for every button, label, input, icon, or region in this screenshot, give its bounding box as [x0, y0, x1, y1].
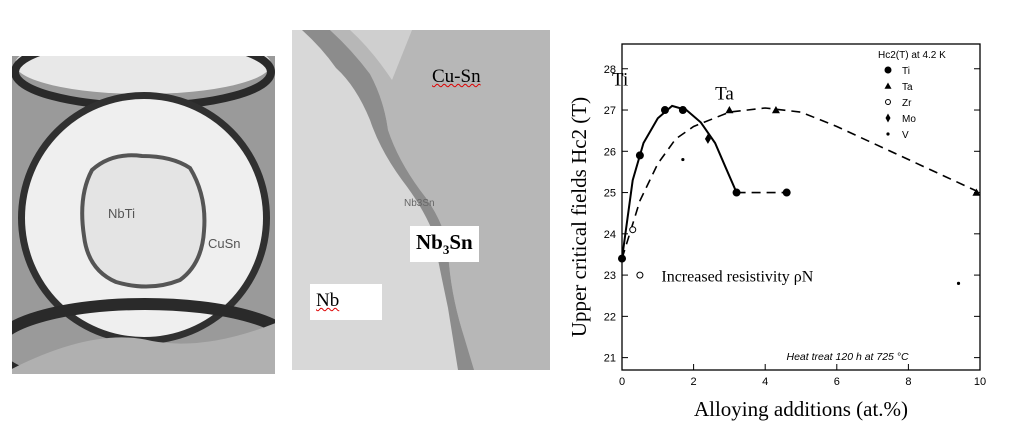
nb-label: Nb	[310, 284, 382, 320]
cross-section-drawing: NbTi CuSn	[0, 34, 301, 398]
x-tick-label: 4	[762, 376, 768, 388]
legend-label-ta: Ta	[902, 82, 913, 93]
point-v	[956, 281, 961, 285]
point-ta	[972, 188, 981, 196]
point-ti	[782, 188, 791, 197]
legend-title: Hc2(T) at 4.2 K	[878, 50, 946, 61]
y-tick-label: 21	[604, 353, 616, 365]
legend-marker-mo	[885, 113, 891, 123]
point-mo	[704, 133, 711, 144]
point-ti	[635, 151, 644, 160]
y-tick-label: 22	[604, 311, 616, 323]
point-zr	[636, 271, 644, 279]
x-axis-title: Alloying additions (at.%)	[694, 397, 908, 421]
y-tick-label: 24	[604, 229, 616, 241]
nb3sn-label: Nb3Sn	[410, 226, 479, 263]
curve-ta	[621, 107, 981, 259]
x-tick-label: 10	[974, 376, 986, 388]
y-tick-label: 26	[604, 146, 616, 158]
nbti-label: NbTi	[108, 206, 135, 221]
legend-marker-v	[886, 132, 890, 136]
x-tick-label: 8	[905, 376, 911, 388]
legend-label-v: V	[902, 130, 909, 141]
y-tick-label: 27	[604, 105, 616, 117]
hc2-chart: 21 22 23 24 25 26 27 28 0 2 4 6 8 10 Alloying addition…	[560, 30, 1020, 430]
y-axis-title: Upper critical fields Hc2 (T)	[567, 97, 591, 337]
cu-sn-label: Cu-Sn	[432, 66, 481, 87]
y-tick-label: 23	[604, 270, 616, 282]
heat-treat-annotation: Heat treat 120 h at 725 °C	[786, 351, 909, 363]
faint-nb3sn-label: Nb3Sn	[404, 198, 435, 209]
point-ti	[678, 106, 687, 115]
curve-ti	[621, 104, 738, 259]
y-tick-label: 28	[604, 64, 616, 76]
legend-label-ti: Ti	[902, 66, 910, 77]
point-ti	[618, 254, 626, 263]
cusn-label: CuSn	[208, 236, 241, 251]
point-v	[681, 157, 685, 162]
legend-marker-ti	[884, 66, 892, 74]
point-ta	[771, 106, 780, 114]
ti-annotation: Ti	[612, 69, 628, 90]
y-tick-label: 25	[604, 188, 616, 200]
legend-marker-zr	[885, 99, 891, 105]
plot-frame	[621, 43, 981, 371]
point-zr	[629, 226, 637, 234]
micrograph-image: Nb3Sn Cu-Sn Nb3Sn Nb	[292, 30, 550, 370]
point-ta	[725, 106, 734, 114]
legend-label-mo: Mo	[902, 114, 916, 125]
x-tick-label: 6	[834, 376, 840, 388]
x-tick-label: 2	[691, 376, 697, 388]
point-ti	[732, 188, 741, 197]
resistivity-annotation: Increased resistivity ρN	[661, 268, 813, 285]
x-tick-label: 0	[619, 376, 625, 388]
cross-section-image: NbTi CuSn	[0, 34, 301, 398]
legend-marker-ta	[884, 82, 892, 89]
legend-label-zr: Zr	[902, 98, 912, 109]
ta-annotation: Ta	[715, 84, 734, 105]
point-ti	[660, 106, 669, 115]
